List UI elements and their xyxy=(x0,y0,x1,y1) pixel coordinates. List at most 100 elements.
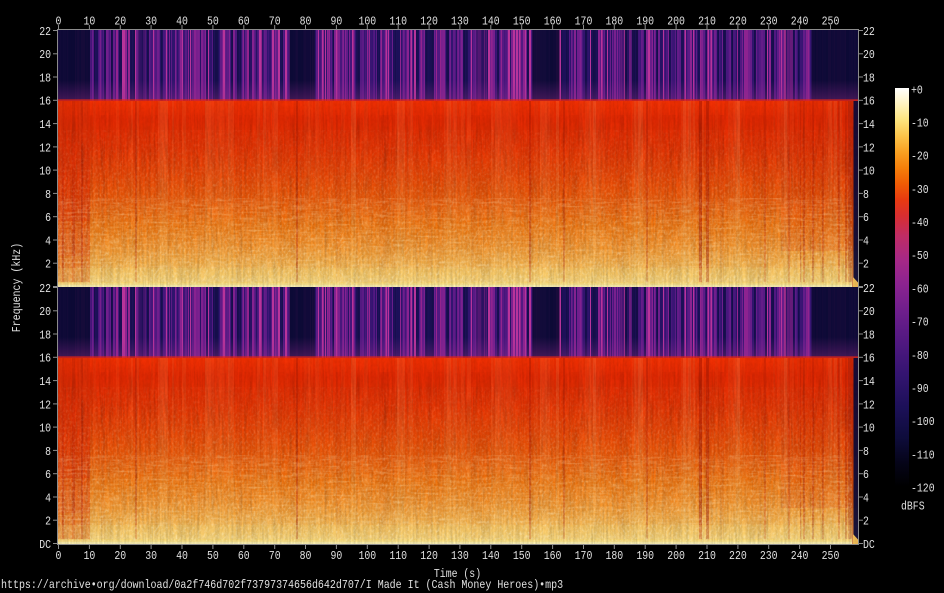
svg-text:6: 6 xyxy=(45,468,51,482)
svg-text:12: 12 xyxy=(863,141,875,155)
svg-text:120: 120 xyxy=(420,15,438,29)
svg-text:70: 70 xyxy=(269,549,281,563)
svg-text:80: 80 xyxy=(300,15,312,29)
svg-text:14: 14 xyxy=(39,118,51,132)
svg-text:12: 12 xyxy=(39,398,51,412)
svg-text:10: 10 xyxy=(84,549,96,563)
svg-text:100: 100 xyxy=(358,15,376,29)
svg-text:200: 200 xyxy=(667,15,685,29)
svg-text:18: 18 xyxy=(39,328,51,342)
svg-text:160: 160 xyxy=(544,15,562,29)
svg-text:22: 22 xyxy=(39,25,51,39)
svg-text:60: 60 xyxy=(238,549,250,563)
svg-text:14: 14 xyxy=(863,118,875,132)
svg-text:22: 22 xyxy=(39,282,51,296)
svg-text:110: 110 xyxy=(389,549,407,563)
svg-text:14: 14 xyxy=(39,375,51,389)
svg-text:210: 210 xyxy=(698,15,716,29)
svg-text:20: 20 xyxy=(114,15,126,29)
svg-text:140: 140 xyxy=(482,549,500,563)
svg-text:150: 150 xyxy=(513,15,531,29)
svg-text:230: 230 xyxy=(760,15,778,29)
svg-text:10: 10 xyxy=(863,165,875,179)
svg-text:12: 12 xyxy=(863,398,875,412)
svg-text:2: 2 xyxy=(863,515,869,529)
svg-text:220: 220 xyxy=(729,15,747,29)
svg-text:70: 70 xyxy=(269,15,281,29)
svg-text:130: 130 xyxy=(451,549,469,563)
svg-text:16: 16 xyxy=(863,95,875,109)
svg-text:170: 170 xyxy=(575,15,593,29)
svg-text:18: 18 xyxy=(39,71,51,85)
svg-text:190: 190 xyxy=(636,15,654,29)
svg-text:180: 180 xyxy=(605,549,623,563)
svg-text:160: 160 xyxy=(544,549,562,563)
svg-text:-10: -10 xyxy=(911,117,929,131)
svg-text:110: 110 xyxy=(389,15,407,29)
svg-text:90: 90 xyxy=(331,15,343,29)
svg-text:20: 20 xyxy=(863,305,875,319)
svg-text:2: 2 xyxy=(45,258,51,272)
svg-text:16: 16 xyxy=(39,352,51,366)
svg-text:8: 8 xyxy=(863,188,869,202)
svg-text:10: 10 xyxy=(863,422,875,436)
svg-text:120: 120 xyxy=(420,549,438,563)
svg-text:250: 250 xyxy=(822,15,840,29)
svg-text:4: 4 xyxy=(45,491,51,505)
svg-text:6: 6 xyxy=(45,211,51,225)
svg-text:30: 30 xyxy=(145,549,157,563)
svg-text:150: 150 xyxy=(513,549,531,563)
svg-text:-40: -40 xyxy=(911,216,929,230)
svg-text:16: 16 xyxy=(39,95,51,109)
svg-text:210: 210 xyxy=(698,549,716,563)
svg-text:10: 10 xyxy=(39,165,51,179)
svg-text:DC: DC xyxy=(39,538,51,552)
svg-text:90: 90 xyxy=(331,549,343,563)
svg-text:-20: -20 xyxy=(911,150,929,164)
svg-text:12: 12 xyxy=(39,141,51,155)
svg-text:22: 22 xyxy=(863,25,875,39)
svg-text:40: 40 xyxy=(176,15,188,29)
svg-text:240: 240 xyxy=(791,549,809,563)
svg-text:-70: -70 xyxy=(911,316,929,330)
svg-text:230: 230 xyxy=(760,549,778,563)
svg-text:180: 180 xyxy=(605,15,623,29)
svg-text:0: 0 xyxy=(56,15,62,29)
svg-text:18: 18 xyxy=(863,328,875,342)
svg-text:Frequency (kHz): Frequency (kHz) xyxy=(10,243,24,333)
svg-text:2: 2 xyxy=(45,515,51,529)
svg-text:20: 20 xyxy=(39,48,51,62)
svg-text:Time (s): Time (s) xyxy=(434,567,481,581)
svg-text:-90: -90 xyxy=(911,382,929,396)
svg-text:190: 190 xyxy=(636,549,654,563)
svg-text:DC: DC xyxy=(863,538,875,552)
svg-text:6: 6 xyxy=(863,468,869,482)
svg-text:20: 20 xyxy=(863,48,875,62)
svg-text:-100: -100 xyxy=(911,415,935,429)
svg-text:240: 240 xyxy=(791,15,809,29)
svg-text:30: 30 xyxy=(145,15,157,29)
svg-text:2: 2 xyxy=(863,258,869,272)
svg-text:20: 20 xyxy=(39,305,51,319)
svg-text:+0: +0 xyxy=(911,83,923,97)
svg-text:16: 16 xyxy=(863,352,875,366)
svg-text:20: 20 xyxy=(114,549,126,563)
svg-text:-60: -60 xyxy=(911,282,929,296)
svg-text:-120: -120 xyxy=(911,481,935,495)
svg-text:40: 40 xyxy=(176,549,188,563)
svg-text:220: 220 xyxy=(729,549,747,563)
svg-text:8: 8 xyxy=(45,188,51,202)
svg-text:14: 14 xyxy=(863,375,875,389)
svg-text:80: 80 xyxy=(300,549,312,563)
svg-text:18: 18 xyxy=(863,71,875,85)
svg-text:8: 8 xyxy=(45,445,51,459)
svg-text:10: 10 xyxy=(84,15,96,29)
svg-text:8: 8 xyxy=(863,445,869,459)
svg-text:https://archive•org/download/0: https://archive•org/download/0a2f746d702… xyxy=(1,578,563,592)
svg-text:4: 4 xyxy=(863,491,869,505)
svg-text:6: 6 xyxy=(863,211,869,225)
svg-text:50: 50 xyxy=(207,549,219,563)
svg-text:-30: -30 xyxy=(911,183,929,197)
svg-text:60: 60 xyxy=(238,15,250,29)
svg-text:130: 130 xyxy=(451,15,469,29)
